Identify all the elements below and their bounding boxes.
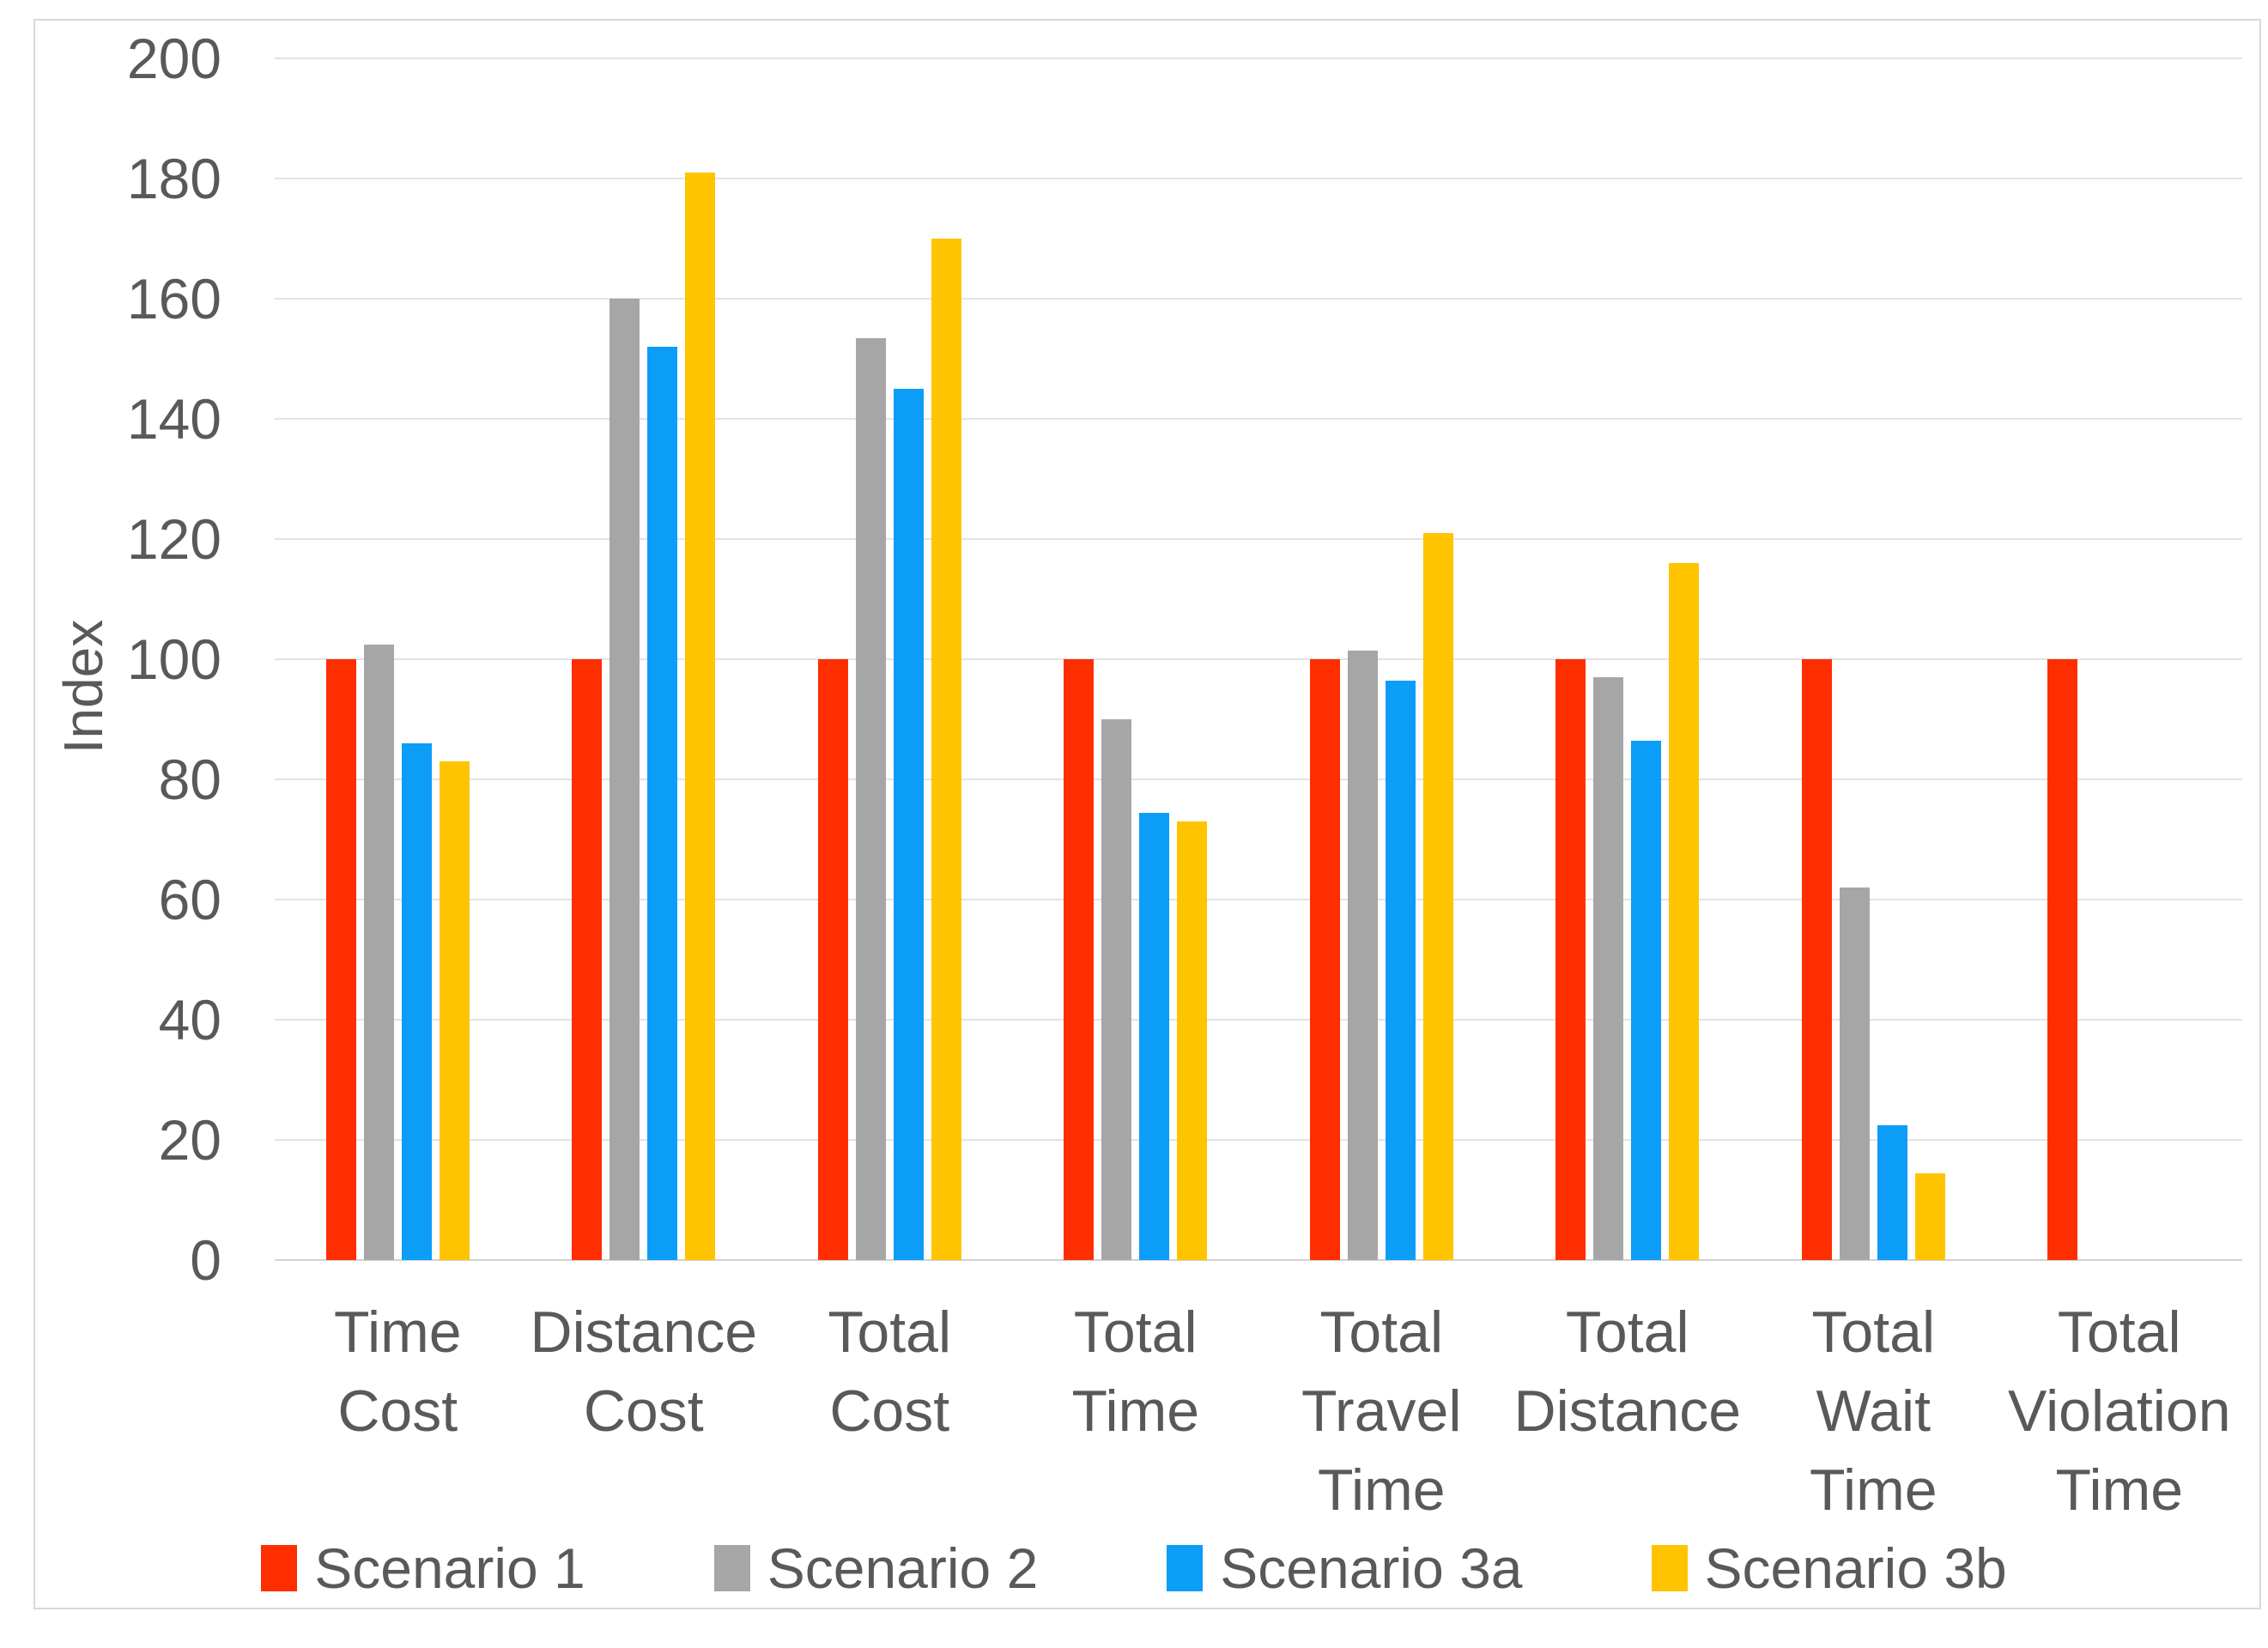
y-tick-label-120: 120	[126, 507, 221, 571]
bar-scenario-3b-total-wait-time	[1914, 1172, 1945, 1260]
x-category-label-total-wait-time: Total Wait Time	[1809, 1300, 1938, 1523]
bar-scenario-3b-time-cost	[439, 761, 470, 1260]
bar-scenario-1-total-cost	[817, 659, 848, 1260]
bar-scenario-2-distance-cost	[609, 299, 640, 1260]
bar-scenario-3b-distance-cost	[685, 173, 716, 1260]
y-tick-label-40: 40	[158, 988, 221, 1051]
y-tick-label-160: 160	[126, 267, 221, 330]
legend-label: Scenario 3b	[1704, 1536, 2007, 1600]
legend-marker-icon	[1651, 1545, 1688, 1591]
legend-label: Scenario 1	[314, 1536, 585, 1600]
legend-item-scenario-1: Scenario 1	[261, 1538, 585, 1598]
y-tick-label-140: 140	[126, 387, 221, 451]
gridline-y-80	[275, 779, 2242, 780]
bar-scenario-3b-total-cost	[931, 239, 961, 1260]
gridline-y-0	[275, 1259, 2242, 1261]
bar-scenario-1-total-travel-time	[1309, 659, 1340, 1260]
bar-scenario-2-total-distance	[1593, 677, 1624, 1260]
x-category-label-total-violation-time: Total Violation Time	[2007, 1300, 2231, 1523]
bar-scenario-3b-total-distance	[1669, 563, 1700, 1260]
legend-marker-icon	[1167, 1545, 1204, 1591]
bar-scenario-2-total-wait-time	[1839, 888, 1870, 1260]
legend-item-scenario-3b: Scenario 3b	[1651, 1536, 2007, 1600]
x-category-label-total-cost: Total Cost	[828, 1300, 952, 1444]
x-category-label-total-travel-time: Total Travel Time	[1301, 1300, 1462, 1523]
y-tick-label-180: 180	[126, 147, 221, 210]
gridline-y-180	[275, 178, 2242, 179]
bar-scenario-2-total-time	[1101, 719, 1132, 1260]
legend-marker-icon	[261, 1545, 298, 1591]
bar-scenario-2-total-cost	[855, 337, 886, 1260]
legend-label: Scenario 2	[767, 1536, 1039, 1600]
gridline-y-100	[275, 658, 2242, 660]
gridline-y-160	[275, 298, 2242, 300]
bar-scenario-1-distance-cost	[572, 659, 603, 1260]
bar-scenario-3b-total-travel-time	[1422, 533, 1453, 1260]
legend-item-scenario-2: Scenario 2	[713, 1536, 1039, 1600]
bar-scenario-3a-total-time	[1139, 812, 1170, 1260]
bar-scenario-1-time-cost	[325, 659, 356, 1260]
x-category-label-total-distance: Total Distance	[1513, 1300, 1742, 1444]
gridline-y-120	[275, 538, 2242, 540]
bar-scenario-3a-distance-cost	[647, 347, 678, 1260]
bar-scenario-2-time-cost	[363, 644, 394, 1260]
gridline-y-140	[275, 418, 2242, 420]
legend-marker-icon	[713, 1545, 750, 1591]
legend-item-scenario-3a: Scenario 3a	[1167, 1536, 1523, 1600]
gridline-y-200	[275, 58, 2242, 59]
y-tick-label-100: 100	[126, 627, 221, 691]
bar-scenario-3a-total-wait-time	[1877, 1124, 1907, 1260]
y-tick-label-80: 80	[158, 748, 221, 811]
bar-scenario-2-total-travel-time	[1347, 650, 1378, 1260]
bar-scenario-3a-total-distance	[1631, 740, 1662, 1260]
y-tick-label-60: 60	[158, 868, 221, 931]
bar-scenario-1-total-distance	[1555, 659, 1586, 1260]
bar-scenario-1-total-violation-time	[2047, 659, 2078, 1260]
bar-scenario-3a-time-cost	[401, 743, 432, 1260]
y-tick-label-200: 200	[126, 27, 221, 90]
legend-label: Scenario 3a	[1220, 1536, 1523, 1600]
bar-scenario-3a-total-travel-time	[1385, 680, 1416, 1260]
y-tick-label-20: 20	[158, 1108, 221, 1172]
bar-scenario-3a-total-cost	[893, 389, 924, 1260]
x-category-label-total-time: Total Time	[1071, 1300, 1200, 1444]
x-category-label-time-cost: Time Cost	[333, 1300, 462, 1444]
y-tick-label-0: 0	[190, 1228, 221, 1292]
gridline-y-60	[275, 899, 2242, 900]
bar-scenario-1-total-time	[1064, 659, 1095, 1260]
bar-scenario-1-total-wait-time	[1801, 659, 1832, 1260]
gridline-y-20	[275, 1139, 2242, 1141]
gridline-y-40	[275, 1019, 2242, 1021]
x-category-label-distance-cost: Distance Cost	[530, 1300, 758, 1444]
bar-scenario-3b-total-time	[1177, 821, 1208, 1260]
legend: Scenario 1 Scenario 2 Scenario 3a Scenario …	[0, 1538, 2268, 1598]
